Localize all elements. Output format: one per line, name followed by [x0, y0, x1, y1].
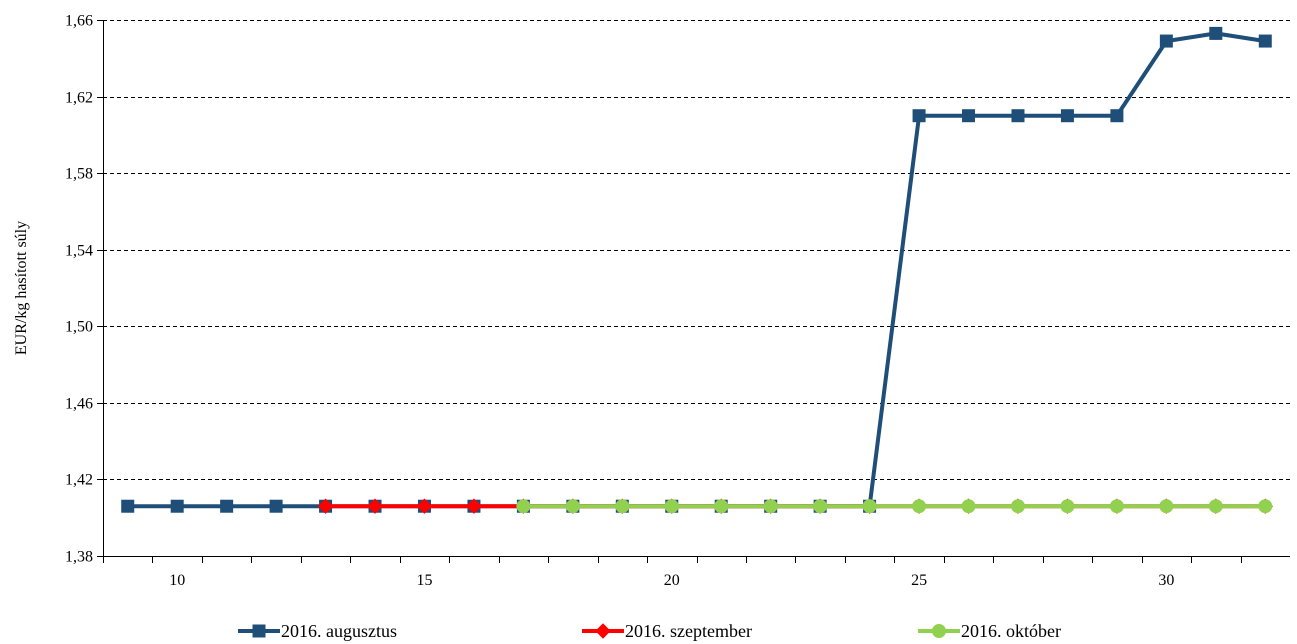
point-0-20 [1110, 109, 1124, 123]
point-0-19 [1060, 109, 1074, 123]
series-layer [121, 26, 1273, 514]
point-2-14 [1208, 499, 1223, 514]
grid-lines [103, 20, 1290, 480]
point-2-3 [664, 499, 679, 514]
legend-item-1: 2016. szeptember [582, 621, 752, 641]
y-tick-label-5: 1,58 [65, 166, 93, 183]
y-tick-label-3: 1,50 [65, 319, 93, 336]
legend-marker-2 [932, 624, 946, 638]
series-0 [121, 26, 1272, 513]
point-2-13 [1159, 499, 1174, 514]
x-tick-label-2: 20 [664, 572, 680, 589]
point-0-1 [170, 499, 184, 513]
legend-marker-1 [595, 623, 611, 639]
point-2-6 [813, 499, 828, 514]
legend-label-2: 2016. október [961, 621, 1061, 641]
y-tick-label-7: 1,66 [65, 13, 93, 30]
y-tick-label-4: 1,54 [65, 243, 93, 260]
point-2-4 [714, 499, 729, 514]
series-2 [516, 499, 1273, 514]
point-0-3 [269, 499, 283, 513]
y-tick-label-2: 1,46 [65, 396, 93, 413]
point-1-3 [466, 498, 482, 514]
point-2-15 [1258, 499, 1273, 514]
point-0-17 [962, 109, 976, 123]
point-2-0 [516, 499, 531, 514]
legend-item-0: 2016. augusztus [238, 621, 397, 641]
point-2-12 [1109, 499, 1124, 514]
point-0-16 [912, 109, 926, 123]
x-tick-label-4: 30 [1158, 572, 1174, 589]
x-tick-label-3: 25 [911, 572, 927, 589]
point-0-23 [1258, 34, 1272, 48]
x-tick-label-0: 10 [169, 572, 185, 589]
y-tick-label-6: 1,62 [65, 90, 93, 107]
series-line-0 [127, 31, 1266, 509]
point-0-21 [1159, 34, 1173, 48]
y-tick-label-0: 1,38 [65, 549, 93, 566]
point-2-11 [1060, 499, 1075, 514]
point-2-8 [912, 499, 927, 514]
point-1-1 [367, 498, 383, 514]
y-axis-ticks: 1,38 1,42 1,46 1,50 1,54 1,58 1,62 1,66 [65, 13, 103, 566]
point-1-2 [416, 498, 433, 514]
point-2-5 [763, 499, 778, 514]
legend-marker-0 [252, 624, 266, 638]
point-2-9 [961, 499, 976, 514]
point-0-2 [220, 499, 234, 513]
point-2-1 [565, 499, 580, 514]
point-1-0 [317, 498, 334, 514]
point-2-7 [862, 499, 877, 514]
legend-item-2: 2016. október [918, 621, 1061, 641]
point-0-18 [1011, 109, 1025, 123]
x-axis-ticks: 10 15 20 25 30 [103, 556, 1242, 589]
legend-label-0: 2016. augusztus [281, 621, 397, 641]
legend-label-1: 2016. szeptember [625, 621, 752, 641]
point-2-2 [615, 499, 630, 514]
x-tick-label-1: 15 [416, 572, 432, 589]
y-tick-label-1: 1,42 [65, 472, 93, 489]
y-axis-title: EUR/kg hasított súly [13, 221, 30, 355]
point-2-10 [1010, 499, 1025, 514]
point-0-0 [121, 499, 135, 513]
legend: 2016. augusztus 2016. szeptember 2016. okt… [238, 621, 1061, 641]
point-0-22 [1209, 26, 1223, 40]
axes [103, 20, 1290, 557]
